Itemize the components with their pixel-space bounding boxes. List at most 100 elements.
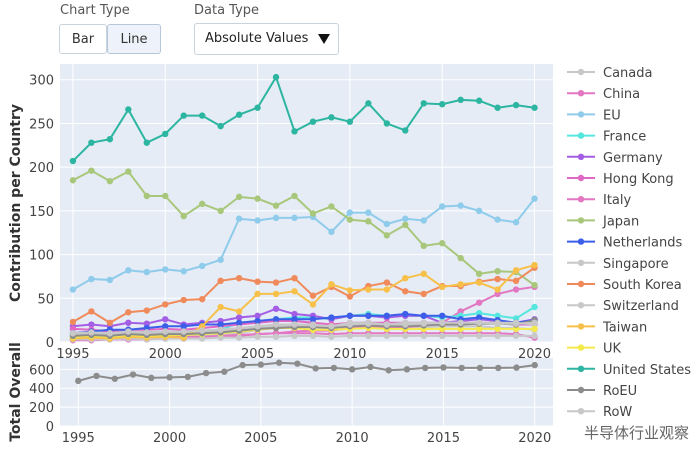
- total-point-total: [385, 367, 392, 374]
- legend-item-united-states[interactable]: United States: [567, 363, 691, 378]
- legend-item-france[interactable]: France: [567, 130, 646, 145]
- main-point-taiwan: [494, 286, 501, 293]
- legend-marker: [577, 323, 585, 330]
- main-y-tick-label: 0: [46, 336, 54, 351]
- legend-item-canada[interactable]: Canada: [567, 66, 652, 81]
- main-point-united-states: [346, 118, 354, 125]
- main-point-united-states: [420, 100, 427, 107]
- main-point-eu: [272, 214, 280, 222]
- main-point-united-states: [531, 104, 538, 111]
- main-point-united-states: [162, 130, 169, 138]
- legend-label: United States: [603, 363, 691, 378]
- main-point-south-korea: [291, 274, 298, 282]
- main-point-japan: [457, 254, 464, 262]
- main-point-china: [512, 286, 520, 293]
- legend-label: France: [603, 130, 646, 145]
- main-point-japan: [402, 221, 409, 229]
- main-point-taiwan: [457, 281, 464, 288]
- main-point-row: [309, 322, 317, 329]
- legend-item-japan[interactable]: Japan: [567, 214, 639, 229]
- legend-item-hong-kong[interactable]: Hong Kong: [567, 172, 674, 187]
- main-point-germany: [235, 314, 243, 321]
- main-point-taiwan: [439, 283, 446, 291]
- legend-item-netherlands[interactable]: Netherlands: [567, 236, 682, 251]
- main-y-tick-label: 50: [37, 292, 54, 307]
- legend-item-uk[interactable]: UK: [567, 342, 622, 357]
- legend-item-row[interactable]: RoW: [567, 405, 632, 420]
- total-series-total: [75, 359, 538, 385]
- total-point-total: [531, 361, 538, 369]
- main-point-row: [125, 328, 132, 335]
- total-x-tick-label: 2000: [153, 431, 186, 446]
- main-point-netherlands: [328, 314, 335, 321]
- total-point-total: [221, 368, 228, 375]
- total-point-total: [93, 372, 100, 380]
- main-point-eu: [88, 275, 95, 283]
- legend-item-south-korea[interactable]: South Korea: [567, 278, 682, 293]
- main-point-south-korea: [420, 290, 427, 298]
- legend-item-switzerland[interactable]: Switzerland: [567, 299, 679, 314]
- total-point-total: [440, 364, 447, 371]
- legend-label: Canada: [603, 66, 652, 81]
- main-point-japan: [439, 240, 446, 247]
- chart-type-label: Chart Type: [60, 3, 130, 18]
- main-point-japan: [106, 177, 114, 185]
- main-point-eu: [328, 228, 335, 236]
- main-point-united-states: [272, 73, 280, 81]
- total-point-total: [294, 360, 301, 367]
- main-point-eu: [512, 219, 520, 226]
- main-point-south-korea: [106, 319, 114, 326]
- legend-item-singapore[interactable]: Singapore: [567, 257, 669, 272]
- watermark: 半导体行业观察: [583, 424, 689, 442]
- legend-marker: [577, 386, 585, 394]
- data-type-select[interactable]: Absolute Values: [194, 23, 339, 55]
- main-point-row: [162, 328, 169, 335]
- legend-item-italy[interactable]: Italy: [567, 193, 632, 208]
- legend-marker: [577, 196, 585, 203]
- main-point-germany: [254, 312, 261, 319]
- main-point-switzerland: [328, 333, 335, 340]
- main-series-row: [69, 319, 538, 337]
- main-point-eu: [254, 217, 261, 224]
- main-point-south-korea: [235, 274, 243, 282]
- main-point-south-korea: [198, 295, 206, 303]
- main-point-eu: [180, 267, 187, 275]
- main-point-netherlands: [180, 323, 187, 330]
- main-point-switzerland: [402, 332, 409, 340]
- main-y-tick-label: 200: [29, 161, 54, 176]
- main-y-axis-label: Contribution per Country: [8, 104, 24, 302]
- legend-item-germany[interactable]: Germany: [567, 151, 663, 166]
- main-point-uk: [494, 325, 501, 333]
- total-point-total: [348, 366, 356, 373]
- main-point-china: [475, 299, 483, 306]
- main-point-switzerland: [531, 332, 538, 340]
- main-point-united-states: [475, 97, 483, 104]
- main-point-taiwan: [365, 286, 372, 293]
- main-point-eu: [475, 207, 483, 215]
- main-point-netherlands: [162, 323, 169, 330]
- legend-marker: [577, 68, 585, 76]
- main-point-netherlands: [254, 317, 261, 325]
- legend-item-china[interactable]: China: [567, 87, 640, 102]
- total-point-total: [476, 364, 484, 372]
- bar-button[interactable]: Bar: [59, 24, 107, 54]
- main-point-japan: [125, 168, 132, 175]
- main-point-united-states: [402, 127, 409, 134]
- main-point-taiwan: [531, 261, 538, 269]
- main-point-netherlands: [420, 312, 427, 319]
- main-plot-background: [60, 64, 553, 342]
- main-point-switzerland: [475, 332, 483, 340]
- main-point-japan: [88, 167, 95, 174]
- main-point-uk: [531, 325, 538, 333]
- main-point-taiwan: [217, 303, 224, 311]
- main-point-south-korea: [143, 307, 150, 314]
- total-point-total: [403, 366, 411, 373]
- main-point-netherlands: [383, 312, 391, 319]
- legend-item-eu[interactable]: EU: [567, 108, 621, 123]
- main-point-germany: [125, 319, 132, 326]
- line-button[interactable]: Line: [107, 24, 161, 54]
- legend-marker: [577, 408, 585, 415]
- main-point-row: [69, 330, 77, 337]
- legend-item-taiwan[interactable]: Taiwan: [567, 320, 647, 335]
- legend-item-roeu[interactable]: RoEU: [567, 384, 637, 399]
